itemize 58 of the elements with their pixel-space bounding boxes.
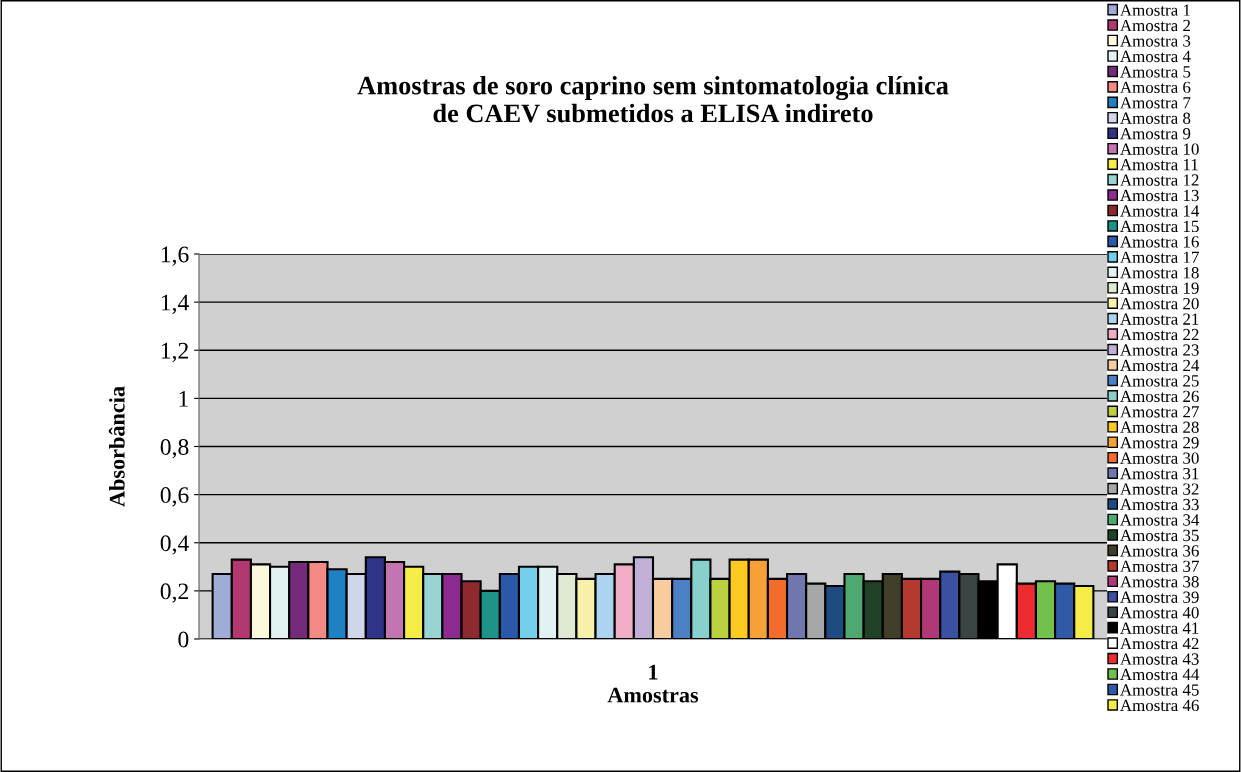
legend-label: Amostra 39	[1120, 591, 1199, 603]
legend-label: Amostra 37	[1120, 560, 1199, 573]
legend-label: Amostra 11	[1120, 158, 1198, 171]
legend-label: Amostra 26	[1120, 390, 1199, 403]
legend-label: Amostra 40	[1120, 606, 1199, 619]
legend-label: Amostra 25	[1120, 375, 1199, 387]
legend-label: Amostra 33	[1120, 498, 1199, 511]
legend-label: Amostra 28	[1120, 421, 1199, 433]
legend-label: Amostra 30	[1120, 452, 1199, 464]
x-axis-title: Amostras	[607, 687, 699, 703]
legend-label: Amostra 6	[1120, 81, 1191, 94]
legend-label: Amostra 1	[1120, 4, 1190, 16]
y-tick-label: 0,8	[160, 438, 189, 459]
legend-label: Amostra 29	[1120, 437, 1199, 449]
legend-label: Amostra 38	[1120, 576, 1199, 588]
y-tick-label: 1,2	[161, 342, 188, 363]
legend-label: Amostra 23	[1120, 344, 1199, 356]
y-tick-label: 0,2	[160, 583, 188, 603]
legend-label: Amostra 8	[1120, 112, 1191, 124]
legend-label: Amostra 22	[1120, 328, 1199, 341]
legend-label: Amostra 32	[1120, 483, 1199, 495]
legend-label: Amostra 16	[1120, 236, 1199, 248]
y-tick-label: 1,6	[161, 246, 189, 266]
legend-label: Amostra 20	[1120, 297, 1199, 310]
legend-label: Amostra 31	[1120, 467, 1199, 480]
y-axis-title: Absorbância	[108, 386, 125, 507]
legend-label: Amostra 18	[1120, 267, 1199, 279]
y-tick-label: 0,6	[160, 487, 189, 507]
legend-label: Amostra 46	[1120, 699, 1199, 712]
chart-title: Amostras de soro caprino sem sintomatologia clínica de CAEV submetidos a ELISA indireto	[357, 75, 949, 123]
legend-label: Amostra 44	[1120, 668, 1200, 681]
legend-label: Amostra 12	[1120, 174, 1199, 186]
legend-label: Amostra 4	[1120, 50, 1191, 63]
legend-label: Amostra 13	[1120, 189, 1199, 202]
legend-label: Amostra 15	[1120, 220, 1199, 233]
y-tick-label: 1	[179, 390, 188, 407]
legend-label: Amostra 41	[1120, 622, 1199, 634]
legend-label: Amostra 34	[1120, 514, 1200, 526]
y-tick-label: 0,4	[160, 535, 189, 555]
legend-label: Amostra 24	[1120, 359, 1200, 372]
legend-label: Amostra 2	[1120, 19, 1190, 32]
legend-label: Amostra 17	[1120, 251, 1199, 263]
legend-label: Amostra 3	[1120, 35, 1191, 47]
legend-label: Amostra 35	[1120, 529, 1199, 542]
legend-label: Amostra 43	[1120, 653, 1199, 665]
legend-label: Amostra 36	[1120, 545, 1199, 557]
y-tick-label: 0	[178, 631, 189, 648]
y-tick-label: 1,4	[161, 294, 189, 314]
legend-label: Amostra 42	[1120, 637, 1199, 650]
legend-label: Amostra 21	[1120, 313, 1199, 325]
legend-label: Amostra 27	[1120, 406, 1199, 418]
legend-label: Amostra 9	[1120, 128, 1191, 140]
legend-label: Amostra 45	[1120, 684, 1199, 696]
legend-label: Amostra 19	[1120, 282, 1199, 294]
legend-label: Amostra 10	[1120, 143, 1199, 155]
legend-label: Amostra 14	[1120, 205, 1200, 217]
legend-label: Amostra 7	[1120, 97, 1191, 109]
legend-label: Amostra 5	[1120, 66, 1191, 78]
